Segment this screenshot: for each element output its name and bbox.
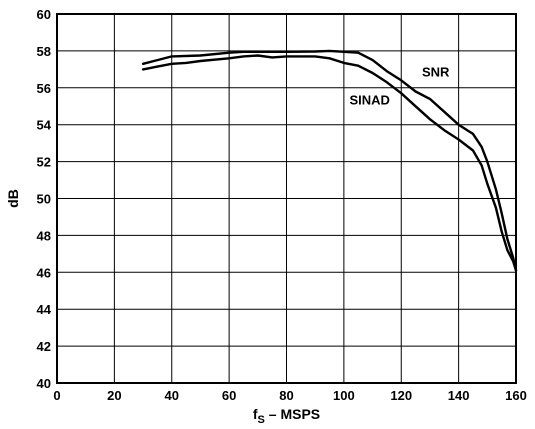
tick-labels: 0 20 40 60 80 100 120 140 160 40 42 44 46 48 50 52 54 56 5… — [37, 7, 527, 403]
x-tick-label: 60 — [222, 388, 236, 403]
series-line-snr — [141, 49, 518, 272]
y-axis-label: dB — [5, 189, 21, 208]
plot-series — [141, 49, 518, 272]
x-axis-label: fS – MSPS — [253, 406, 320, 426]
x-tick-label: 160 — [505, 388, 527, 403]
y-tick-label: 60 — [37, 7, 51, 22]
x-tick-label: 120 — [390, 388, 412, 403]
y-tick-label: 40 — [37, 376, 51, 391]
y-tick-label: 44 — [37, 302, 52, 317]
y-tick-label: 46 — [37, 265, 51, 280]
plot-frame — [56, 13, 517, 384]
gridlines — [56, 13, 517, 384]
x-tick-label: 20 — [107, 388, 121, 403]
x-tick-label: 140 — [448, 388, 470, 403]
y-tick-label: 42 — [37, 339, 51, 354]
y-tick-label: 48 — [37, 228, 51, 243]
y-tick-label: 52 — [37, 155, 51, 170]
y-tick-label: 56 — [37, 81, 51, 96]
y-tick-label: 54 — [37, 118, 52, 133]
y-tick-label: 50 — [37, 192, 51, 207]
series-label-snr: SNR — [422, 65, 450, 80]
x-axis-label-main: f — [253, 406, 258, 422]
x-tick-label: 0 — [53, 388, 60, 403]
x-tick-label: 80 — [279, 388, 293, 403]
series-line-sinad — [141, 54, 518, 272]
x-axis-label-subscript: S — [258, 414, 265, 426]
series-label-sinad: SINAD — [349, 92, 389, 107]
x-tick-label: 40 — [165, 388, 179, 403]
x-axis-label-rest: – MSPS — [265, 406, 320, 422]
y-tick-label: 58 — [37, 44, 51, 59]
x-tick-label: 100 — [333, 388, 355, 403]
